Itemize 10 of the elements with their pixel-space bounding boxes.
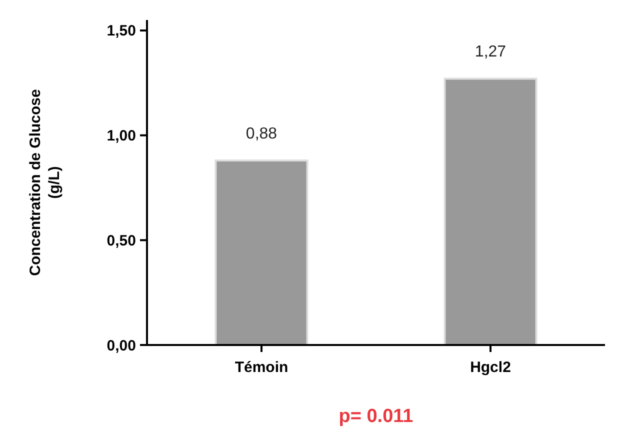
y-tick-label: 0,50 <box>106 232 136 250</box>
data-label: 0,88 <box>246 125 278 142</box>
y-tick-label: 1,00 <box>106 128 136 145</box>
y-axis-title: Concentration de Glucose (g/L) <box>27 89 63 276</box>
y-tick-label: 0,00 <box>106 337 136 354</box>
x-tick-label: Hgcl2 <box>470 359 511 376</box>
x-tick-label: Témoin <box>234 359 288 376</box>
data-label: 1,27 <box>474 44 506 61</box>
text: p= 0.011 <box>338 406 414 427</box>
y-tick-label: 1,50 <box>106 22 136 40</box>
